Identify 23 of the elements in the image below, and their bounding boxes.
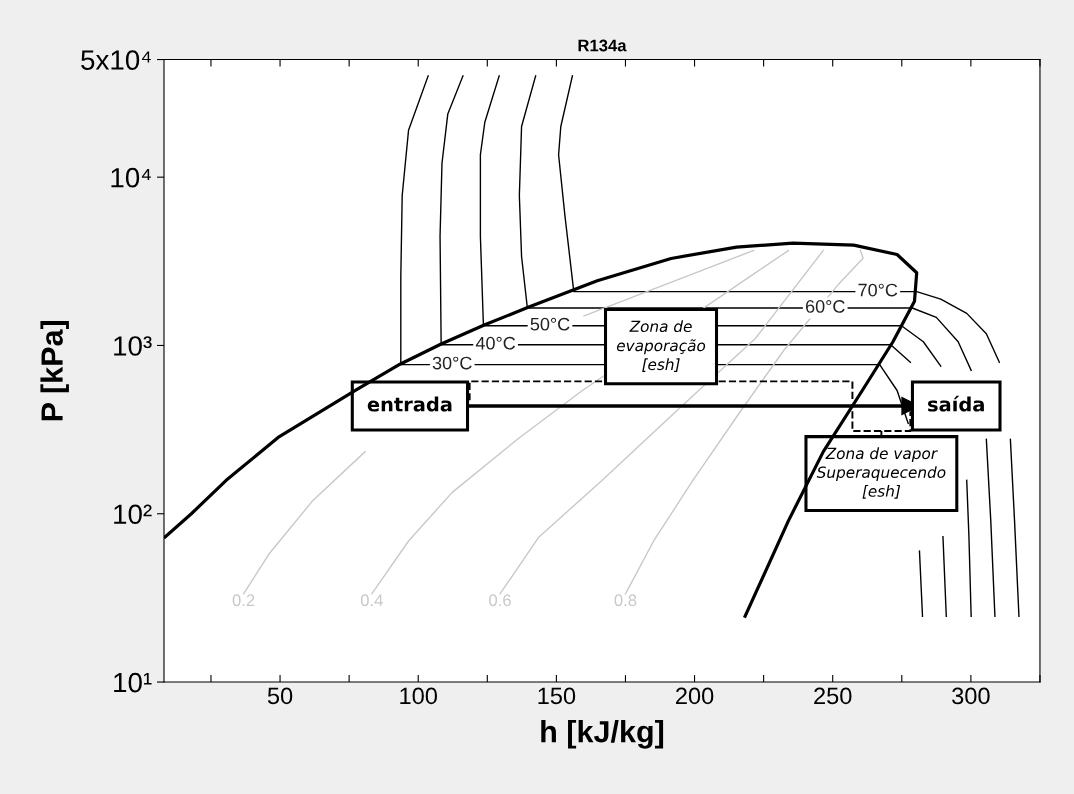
x-tick-label: 50: [267, 687, 293, 705]
annotation: 30°C: [432, 356, 472, 370]
annotation: 70°C: [858, 283, 898, 297]
y-tick-label: 10¹: [114, 672, 152, 693]
x-tick-label: 100: [400, 687, 437, 705]
annotation: saída: [928, 395, 984, 412]
y-tick-label: 5x10⁴: [81, 50, 151, 70]
y-tick-label: 10⁴: [111, 167, 151, 188]
annotation: 50°C: [530, 317, 570, 331]
x-tick-label: 300: [952, 687, 990, 705]
annotation: 40°C: [475, 336, 516, 350]
annotation: entrada: [367, 396, 452, 412]
y-tick-label: 10³: [114, 336, 152, 356]
x-tick-label: 150: [538, 687, 576, 705]
x-tick-label: 200: [676, 687, 714, 705]
annotation: Zona de evaporação [esh]: [616, 320, 706, 372]
chart-title: R134a: [578, 39, 627, 52]
x-axis-title: h [kJ/kg]: [541, 720, 664, 749]
x-tick-label: 250: [814, 687, 852, 705]
annotation: Zona de vapor Superaquecendo [esh]: [816, 447, 946, 499]
y-tick-label: 10²: [114, 504, 152, 525]
y-axis-title: P [kPa]: [40, 320, 69, 421]
annotation: 60°C: [806, 300, 845, 313]
